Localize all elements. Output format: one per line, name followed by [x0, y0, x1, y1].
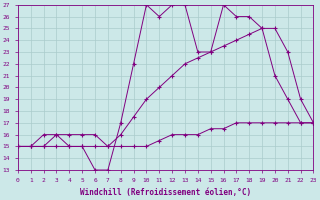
X-axis label: Windchill (Refroidissement éolien,°C): Windchill (Refroidissement éolien,°C)	[80, 188, 251, 197]
